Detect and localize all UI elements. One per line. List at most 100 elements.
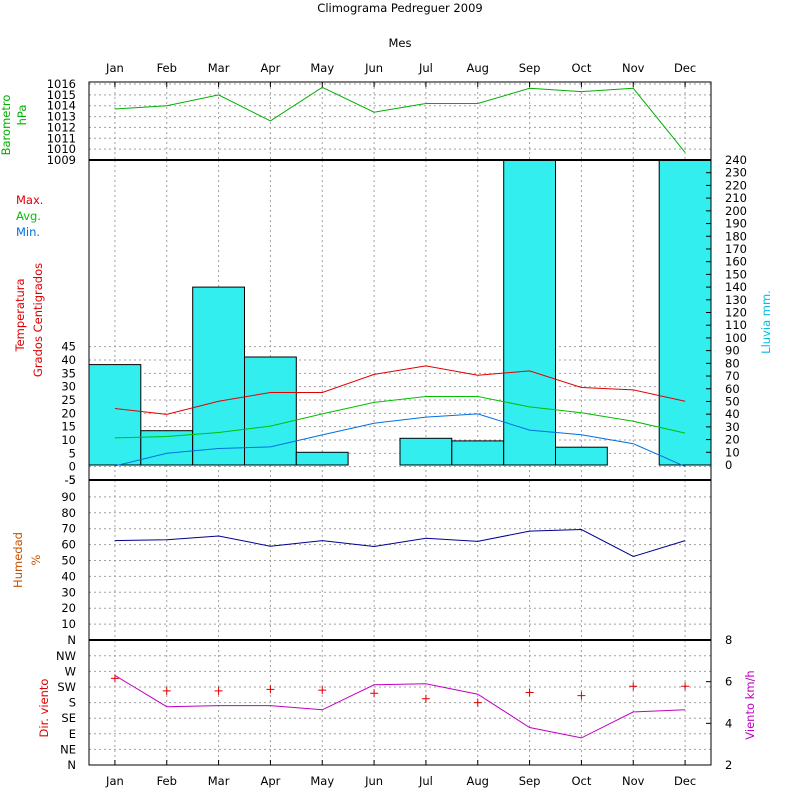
month-label-top: Jan: [105, 61, 124, 75]
humidity-tick-label: 30: [61, 585, 76, 599]
rain-tick-label: 60: [725, 382, 740, 396]
grid-lines: [89, 82, 711, 766]
rain-tick-label: 120: [725, 306, 747, 320]
rain-tick-label: 30: [725, 420, 740, 434]
legend-item: Min.: [16, 225, 40, 239]
humidity-tick-label: -5: [65, 473, 76, 487]
baro-tick-label: 1016: [47, 77, 76, 91]
rain-bar: [451, 440, 505, 466]
outer-frame: [88, 81, 712, 766]
temp-tick-label: 15: [61, 420, 76, 434]
month-label-top: Mar: [208, 61, 230, 75]
chart-title: Climograma Pedreguer 2009: [317, 1, 482, 15]
temp-tick-label: 20: [61, 406, 76, 420]
wind-direction-marker: [266, 685, 275, 694]
month-label-bottom: Jul: [418, 774, 433, 788]
wind-speed-tick-label: 6: [725, 675, 732, 689]
baro-tick-label: 1010: [47, 142, 76, 156]
humidity-tick-label: 70: [61, 522, 76, 536]
wind-speed-tick-label: 4: [725, 716, 732, 730]
wind-direction-marker: [162, 686, 171, 695]
baro-tick-label: 1014: [47, 99, 76, 113]
humidity-tick-label: N: [67, 633, 76, 647]
temp-tick-label: 25: [61, 393, 76, 407]
humidity-tick-label: 60: [61, 538, 76, 552]
wind-direction-marker: [473, 698, 482, 707]
temp-line-max: [114, 365, 686, 415]
temp-tick-label: 45: [61, 340, 76, 354]
month-label-bottom: May: [310, 774, 334, 788]
wind-dir-tick-label: SE: [61, 711, 76, 725]
rain-tick-label: 20: [725, 433, 740, 447]
rain-tick-label: 200: [725, 204, 747, 218]
panel-frames: [88, 81, 712, 766]
rain-tick-label: 50: [725, 394, 740, 408]
rain-tick-label: 240: [725, 153, 747, 167]
month-label-top: May: [310, 61, 334, 75]
wind-direction-marker: [629, 682, 638, 691]
rain-tick-label: 160: [725, 255, 747, 269]
wind-direction-marker: [318, 686, 327, 695]
humidity-tick-label: 40: [61, 569, 76, 583]
humidity-unit: %: [29, 554, 43, 565]
month-label-top: Jul: [418, 61, 433, 75]
wind-dir-tick-label: NE: [60, 742, 76, 756]
wind-dir-tick-label: N: [67, 758, 76, 772]
rain-tick-label: 220: [725, 178, 747, 192]
rain-tick-label: 190: [725, 217, 747, 231]
barometer-unit: hPa: [15, 105, 29, 126]
rain-bar: [295, 451, 349, 466]
temp-tick-label: 35: [61, 366, 76, 380]
rain-tick-label: 210: [725, 191, 747, 205]
wind-dir-tick-label: NW: [56, 649, 76, 663]
month-label-top: Oct: [571, 61, 591, 75]
rain-bar: [140, 430, 194, 466]
temp-tick-label: 10: [61, 433, 76, 447]
wind-dir-tick-label: W: [65, 664, 76, 678]
temp-line-min: [114, 413, 686, 467]
wind-speed-title: Viento km/h: [743, 670, 757, 739]
barometer-line: [114, 86, 686, 153]
month-label-top: Apr: [260, 61, 280, 75]
rain-tick-label: 0: [725, 458, 732, 472]
wind-speed-tick-label: 8: [725, 633, 732, 647]
month-label-top: Sep: [519, 61, 541, 75]
x-axis-label: Mes: [389, 36, 412, 50]
barometer-title: Barometro: [0, 95, 13, 156]
humidity-title: Humedad: [11, 532, 25, 588]
rain-bar: [399, 437, 453, 466]
rain-tick-label: 40: [725, 407, 740, 421]
rain-tick-label: 90: [725, 344, 740, 358]
humidity-tick-label: 20: [61, 601, 76, 615]
humidity-tick-label: 50: [61, 554, 76, 568]
wind-speed-tick-label: 2: [725, 758, 732, 772]
rain-title: Lluvia mm.: [759, 290, 773, 354]
month-label-top: Feb: [157, 61, 177, 75]
baro-tick-label: 1012: [47, 120, 76, 134]
rain-bar: [192, 286, 245, 466]
axis-titles: Barometro hPa Max. Avg. Min. Temperatura Grado…: [0, 95, 773, 740]
rain-bar: [658, 159, 712, 466]
wind-direction-marker: [370, 689, 379, 698]
month-label-bottom: Mar: [208, 774, 230, 788]
wind-speed-line: [114, 674, 686, 739]
rain-tick-label: 100: [725, 331, 747, 345]
humidity-line: [114, 528, 686, 558]
rain-tick-label: 170: [725, 242, 747, 256]
wind-direction-marker: [577, 691, 586, 700]
temp-tick-label: 30: [61, 380, 76, 394]
rain-tick-label: 110: [725, 318, 747, 332]
rain-tick-label: 10: [725, 445, 740, 459]
temp-tick-label: 0: [69, 460, 76, 474]
temperature-title: Temperatura: [13, 278, 27, 352]
rain-tick-label: 70: [725, 369, 740, 383]
rain-tick-label: 140: [725, 280, 747, 294]
month-label-bottom: Jan: [105, 774, 124, 788]
rain-bar: [555, 446, 608, 466]
month-label-bottom: Aug: [467, 774, 489, 788]
wind-direction-marker: [110, 674, 119, 683]
month-label-top: Jun: [364, 61, 383, 75]
baro-tick-label: 1009: [47, 153, 76, 167]
humidity-tick-label: 80: [61, 506, 76, 520]
temp-tick-label: 5: [69, 446, 76, 460]
